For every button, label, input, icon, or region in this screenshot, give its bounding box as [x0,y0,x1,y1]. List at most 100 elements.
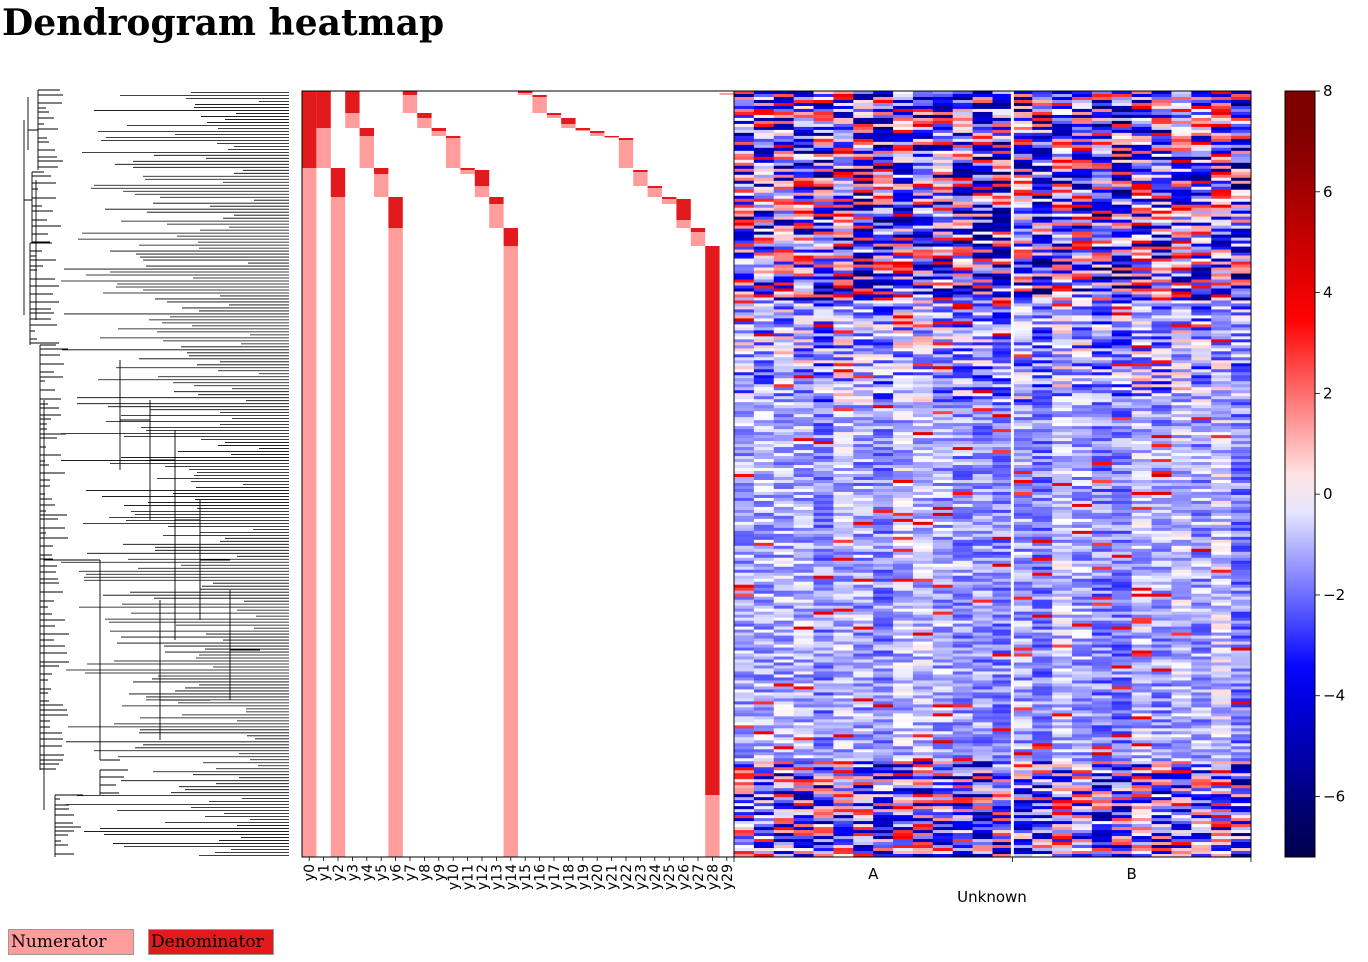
heatmap-cell [1072,800,1093,804]
heatmap-cell [972,402,993,406]
heatmap-cell [1072,138,1093,143]
heatmap-cell [932,258,954,262]
heatmap-cell [853,743,874,747]
heatmap-cell [893,491,914,496]
heatmap-cell [773,530,795,535]
heatmap-cell [734,758,755,762]
heatmap-cell [833,593,854,598]
heatmap-cell [833,91,854,95]
heatmap-cell [873,725,894,729]
heatmap-cell [972,393,993,397]
membership-label-y15: y15 [518,864,534,890]
heatmap-cell [853,515,874,520]
heatmap-cell [793,174,814,179]
heatmap-cell [753,324,775,328]
heatmap-cell [793,333,814,337]
heatmap-cell [1052,821,1073,825]
heatmap-cell [1091,267,1113,271]
heatmap-cell [1012,794,1033,798]
heatmap-cell [753,680,775,684]
heatmap-cell [893,105,914,110]
heatmap-cell [793,644,814,648]
heatmap-cell [833,315,854,319]
heatmap-cell [853,252,874,256]
heatmap-cell [912,668,934,672]
heatmap-cell [833,285,854,289]
heatmap-cell [932,806,954,810]
heatmap-cell [1012,327,1033,331]
heatmap-cell [972,336,993,340]
heatmap-cell [833,342,854,346]
heatmap-cell [912,773,934,777]
heatmap-cell [853,824,874,828]
heatmap-cell [873,794,894,798]
heatmap-cell [932,761,954,765]
heatmap-cell [932,797,954,801]
heatmap-cell [813,333,834,337]
heatmap-cell [833,608,854,613]
heatmap-cell [793,530,814,535]
heatmap-cell [912,854,934,858]
heatmap-cell [753,851,775,855]
heatmap-cell [1032,779,1053,783]
heatmap-cell [873,608,894,613]
heatmap-cell [773,644,795,648]
heatmap-cell [1012,315,1033,319]
heatmap-cell [1091,186,1113,191]
heatmap-cell [952,408,974,412]
heatmap-cell [1091,734,1113,738]
heatmap-cell [793,270,814,274]
heatmap-cell [1032,728,1053,732]
heatmap-cell [1091,219,1113,224]
heatmap-cell [932,282,954,286]
heatmap-cell [972,737,993,741]
heatmap-cell [972,548,993,553]
heatmap-cell [1012,512,1033,517]
heatmap-cell [753,222,775,227]
heatmap-cell [893,144,914,149]
heatmap-cell [1091,764,1113,768]
heatmap-cell [1072,327,1093,331]
heatmap-cell [1012,174,1033,179]
heatmap-cell [773,545,795,550]
heatmap-cell [992,533,1013,538]
heatmap-cell [873,704,894,708]
heatmap-cell [833,180,854,185]
heatmap-cell [1091,171,1113,176]
heatmap-cell [873,806,894,810]
heatmap-cell [992,842,1013,846]
heatmap-cell [972,177,993,182]
heatmap-cell [1072,560,1093,565]
heatmap-cell [873,300,894,304]
heatmap-cell [1072,668,1093,672]
heatmap-cell [853,539,874,544]
heatmap-cell [833,824,854,828]
heatmap-cell [1072,701,1093,705]
heatmap-cell [853,854,874,858]
heatmap-cell [873,204,894,209]
heatmap-cell [1091,809,1113,813]
heatmap-cell [873,536,894,541]
heatmap-cell [1052,668,1073,672]
heatmap-cell [873,497,894,502]
heatmap-cell [1091,384,1113,388]
heatmap-cell [932,683,954,687]
heatmap-cell [833,557,854,562]
heatmap-cell [1012,183,1033,188]
heatmap-cell [893,192,914,197]
heatmap-cell [873,288,894,292]
heatmap-cell [1012,818,1033,822]
membership-segment-y12-0 [474,170,490,186]
heatmap-cell [893,255,914,259]
heatmap-cell [1072,749,1093,753]
heatmap-cell [1012,300,1033,304]
heatmap-cell [1072,755,1093,759]
heatmap-cell [1052,300,1073,304]
heatmap-cell [853,186,874,191]
heatmap-cell [833,129,854,134]
heatmap-cell [793,273,814,277]
heatmap-cell [1091,623,1113,627]
heatmap-cell [813,788,834,792]
heatmap-cell [893,285,914,289]
heatmap-cell [1012,330,1033,334]
